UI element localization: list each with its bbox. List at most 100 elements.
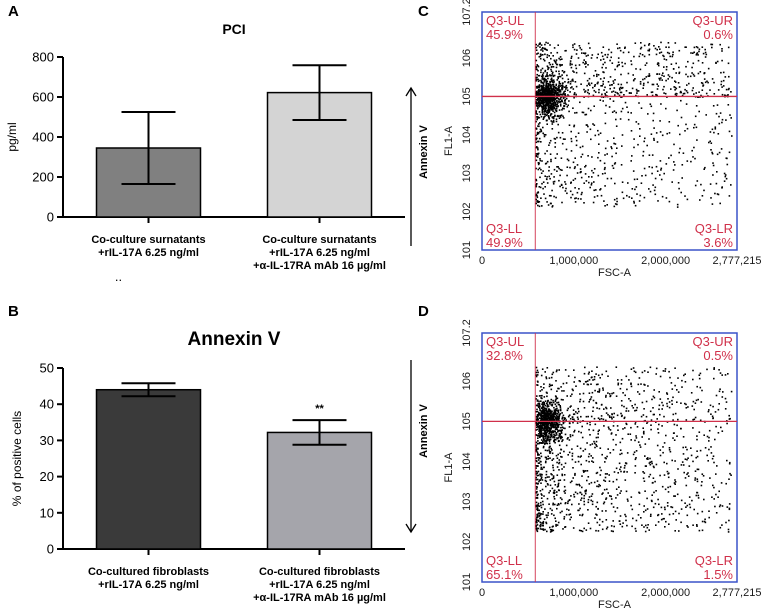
event-dot [552,417,555,420]
event-dot [544,477,547,479]
event-dot [553,86,556,88]
event-dot [556,424,559,427]
event-dot [556,437,559,440]
event-dot [535,448,537,451]
event-dot [626,81,628,84]
event-dot [554,399,557,401]
event-dot [597,430,600,433]
event-dot [574,64,577,67]
event-dot [544,134,547,136]
event-dot [549,100,552,103]
event-dot [712,105,715,107]
event-dot [599,99,602,101]
x-category-label: +α-IL-17RA mAb 16 µg/ml [253,592,386,604]
event-dot [538,94,541,96]
event-dot [545,80,547,83]
event-dot [537,163,540,166]
event-dot [553,107,555,110]
event-dot [562,399,564,401]
event-dot [687,472,689,474]
event-dot [658,77,660,80]
event-dot [574,177,577,180]
event-dot [704,81,707,84]
event-dot [570,140,573,143]
event-dot [593,417,596,420]
event-dot [555,105,557,107]
event-dot [535,138,537,141]
event-dot [587,415,589,418]
event-dot [606,177,609,180]
event-dot [708,436,710,439]
event-dot [675,519,677,521]
event-dot [604,86,606,89]
event-dot [587,125,589,128]
event-dot [551,473,553,476]
event-dot [598,152,600,154]
event-dot [615,395,618,397]
event-dot [575,139,578,142]
event-dot [626,452,629,454]
event-dot [543,427,546,429]
event-dot [704,51,707,54]
event-dot [583,383,585,385]
event-dot [561,416,564,419]
event-dot [552,97,554,99]
event-dot [609,84,611,87]
event-dot [592,94,595,97]
event-dot [552,371,555,374]
event-dot [696,455,699,458]
event-dot [547,512,549,514]
event-dot [536,514,538,516]
event-dot [557,102,559,104]
event-dot [615,488,618,490]
event-dot [535,398,537,400]
event-dot [550,173,553,175]
quadrant-percent: 49.9% [486,235,523,250]
event-dot [553,91,555,94]
event-dot [598,143,600,145]
event-dot [535,66,538,69]
event-dot [679,91,682,94]
event-dot [550,78,552,81]
event-dot [567,437,569,439]
event-dot [643,408,645,410]
event-dot [567,159,570,162]
event-dot [561,473,563,476]
event-dot [539,42,541,44]
event-dot [588,379,591,381]
y-tick-label: 102 [461,202,473,220]
event-dot [548,111,551,113]
event-dot [549,91,552,94]
event-dot [559,406,562,408]
event-dot [558,75,561,78]
event-dot [549,114,552,117]
event-dot [541,205,543,207]
event-dot [672,53,674,56]
event-dot [539,96,541,99]
event-dot [555,380,557,382]
event-dot [636,193,638,195]
event-dot [600,194,603,197]
event-dot [618,486,620,488]
event-dot [610,530,613,532]
event-dot [696,438,698,441]
event-dot [630,439,632,441]
event-dot [553,168,556,171]
event-dot [610,498,613,500]
event-dot [537,116,539,118]
event-dot [597,174,600,177]
event-dot [604,147,607,150]
event-dot [709,89,711,91]
event-dot [558,94,560,97]
event-dot [570,150,573,152]
event-dot [682,152,685,154]
event-dot [637,90,640,92]
event-dot [542,58,545,61]
event-dot [585,459,588,462]
event-dot [564,427,566,430]
event-dot [546,99,548,101]
event-dot [557,430,559,433]
event-dot [659,413,661,416]
event-dot [642,427,644,429]
event-dot [544,87,547,90]
